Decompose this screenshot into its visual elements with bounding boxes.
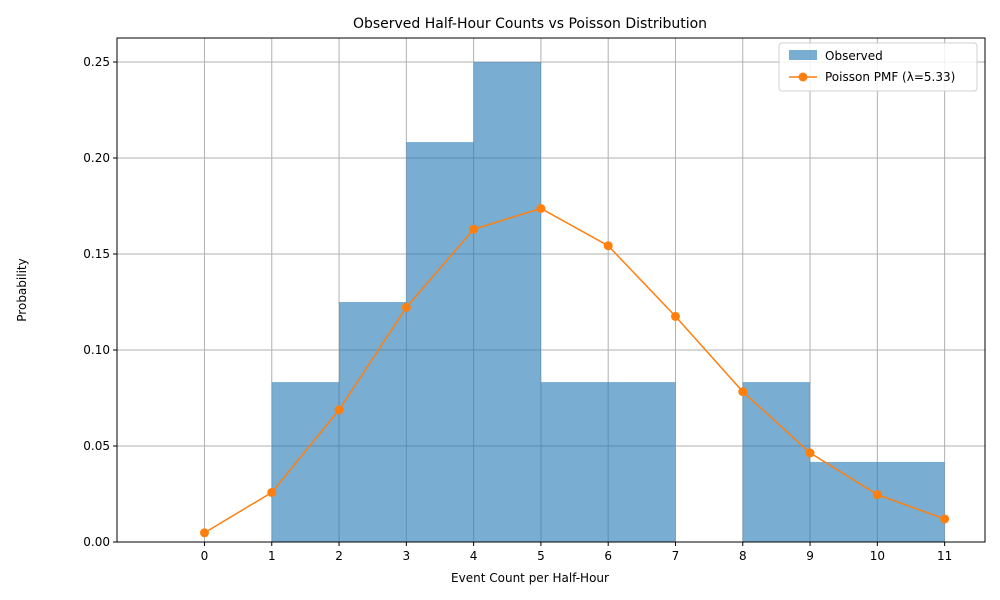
x-tick-label: 4 [470,549,478,563]
poisson-point [670,311,680,321]
poisson-point [805,448,815,458]
y-tick-label: 0.15 [83,247,110,261]
x-tick-label: 6 [604,549,612,563]
poisson-point [199,528,209,538]
x-tick-label: 0 [201,549,209,563]
legend-label-poisson: Poisson PMF (λ=5.33) [825,70,955,84]
y-tick-label: 0.20 [83,151,110,165]
x-tick-label: 10 [870,549,885,563]
y-axis-ticks: 0.00 0.05 0.10 0.15 0.20 0.25 [83,55,117,549]
y-axis-title: Probability [15,258,29,321]
poisson-point [401,302,411,312]
x-tick-label: 2 [335,549,343,563]
observed-bar [877,461,945,542]
legend-box [778,42,978,92]
poisson-point [940,514,950,524]
y-tick-label: 0.05 [83,439,110,453]
observed-bar [608,382,676,542]
observed-bar [473,62,541,542]
x-tick-label: 5 [537,549,545,563]
x-axis-ticks: 0 1 2 3 4 5 6 7 8 9 10 11 [201,542,952,563]
x-tick-label: 1 [268,549,276,563]
poisson-series-line [204,207,945,534]
poisson-point [536,203,546,213]
observed-bar [742,382,811,542]
x-tick-label: 3 [403,549,411,563]
y-tick-label: 0.10 [83,343,110,357]
chart-title: Observed Half-Hour Counts vs Poisson Dis… [353,16,707,32]
x-tick-label: 8 [739,549,747,563]
legend-marker-poisson [798,72,808,82]
poisson-point [267,487,277,497]
x-tick-label: 7 [672,549,680,563]
observed-bars [271,62,945,542]
observed-bar [339,302,407,542]
observed-bar [540,382,609,542]
observed-bar [271,382,340,542]
axes-frame [116,37,986,543]
x-axis-title: Event Count per Half-Hour [451,571,609,585]
y-tick-label: 0.00 [83,535,110,549]
legend: Observed Poisson PMF (λ=5.33) [778,42,978,92]
poisson-point [738,387,748,397]
poisson-line [199,203,950,538]
poisson-point [872,490,882,500]
legend-label-observed: Observed [825,49,883,63]
x-tick-label: 9 [806,549,814,563]
x-tick-label: 11 [937,549,952,563]
plot-frame [116,37,986,543]
observed-bar [406,142,474,542]
poisson-point [334,405,344,415]
poisson-point [603,241,613,251]
poisson-point [469,224,479,234]
observed-bar [810,461,878,542]
legend-swatch-observed [789,50,817,60]
y-tick-label: 0.25 [83,55,110,69]
